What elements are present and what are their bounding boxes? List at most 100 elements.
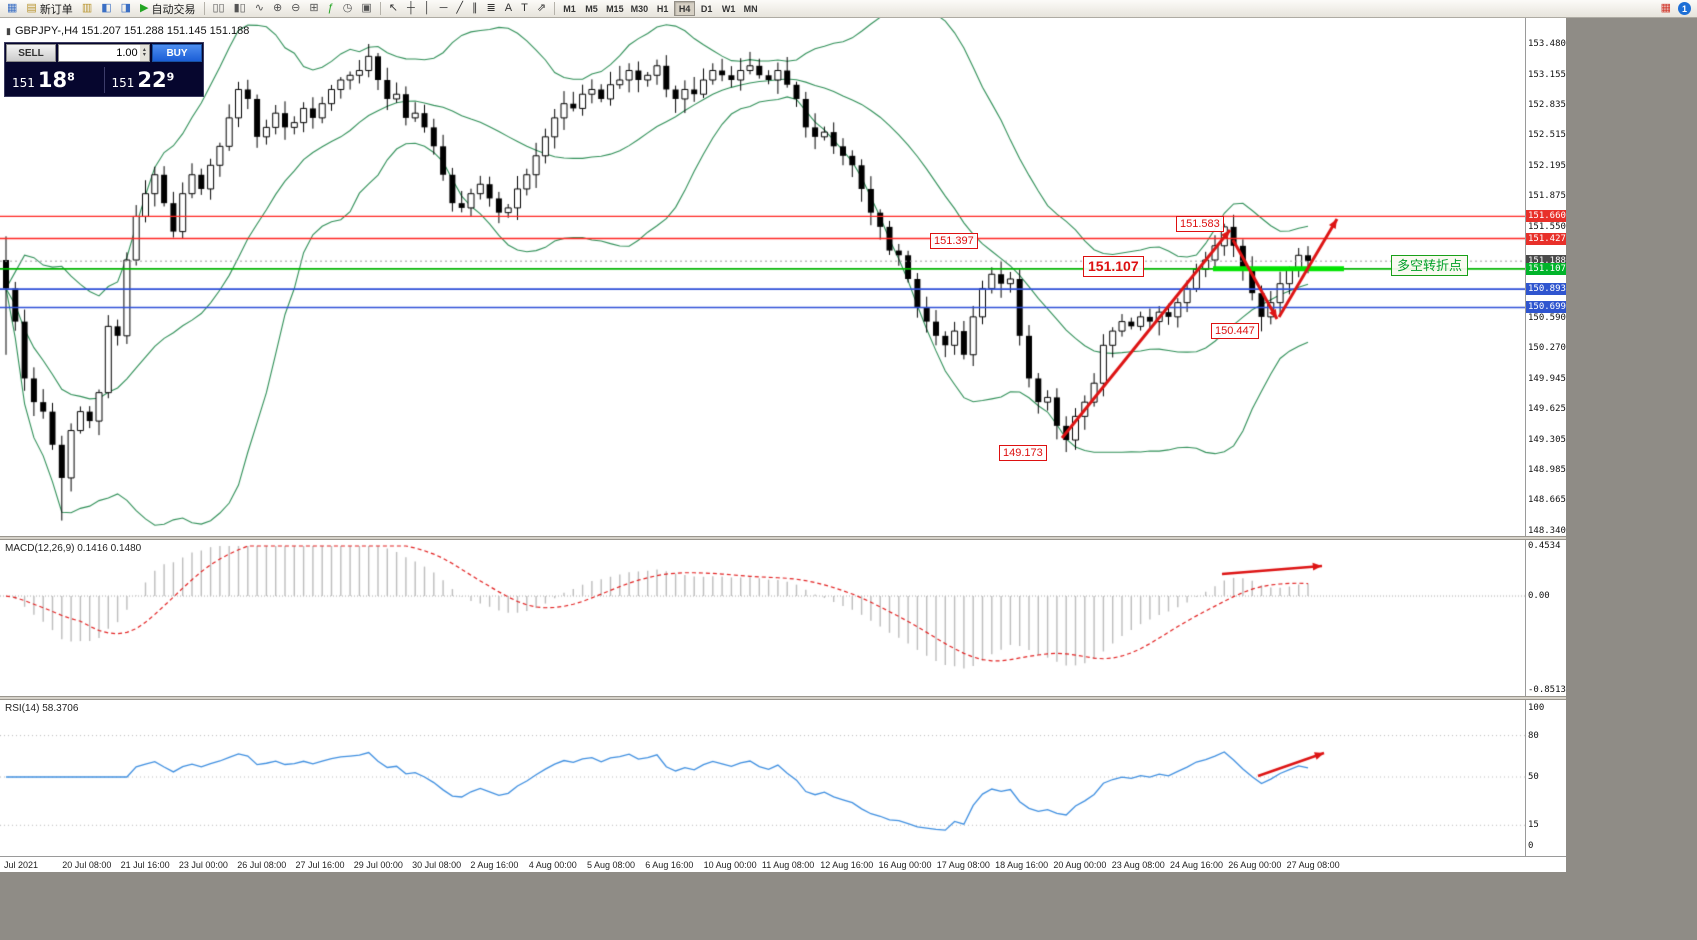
notification-badge[interactable]: 1 bbox=[1678, 2, 1691, 15]
crosshair-button[interactable]: ┼ bbox=[403, 0, 419, 18]
price-axis[interactable]: 153.480 153.155 152.835 152.515 152.195 151.8… bbox=[1525, 18, 1566, 536]
toolbar-group-right: ▦ bbox=[1657, 0, 1675, 18]
price-tick-label: 151.550 bbox=[1528, 221, 1566, 232]
rsi-axis[interactable]: 100 80 50 15 0 bbox=[1525, 700, 1566, 856]
time-tick-label: 20 Jul 08:00 bbox=[62, 860, 112, 870]
periods-glyph: ◷ bbox=[342, 2, 353, 14]
buy-button[interactable]: BUY bbox=[152, 44, 202, 62]
pane-separator[interactable] bbox=[0, 536, 1566, 540]
chart-window: ▮ GBPJPY-,H4 151.207 151.288 151.145 151… bbox=[0, 18, 1566, 872]
macd-axis[interactable]: 0.4534 0.00 -0.8513 bbox=[1525, 540, 1566, 696]
periods-button[interactable]: ◷ bbox=[339, 0, 357, 18]
timeframe-m15-button[interactable]: M15 bbox=[603, 1, 627, 16]
zoom-in-button[interactable]: ⊕ bbox=[269, 0, 286, 18]
bar-chart-glyph: ▯▯ bbox=[212, 2, 225, 14]
vline-glyph: │ bbox=[423, 2, 431, 14]
auto-trading-button[interactable]: ▶ 自动交易 bbox=[136, 0, 199, 18]
timeframe-w1-button[interactable]: W1 bbox=[718, 1, 739, 16]
chart-type-icon: ▮ bbox=[6, 25, 11, 36]
price-tag: 151.427 bbox=[1526, 232, 1566, 245]
timeframe-switcher: M1 M5 M15 M30 H1 H4 D1 W1 MN bbox=[559, 1, 761, 16]
macd-pane: MACD(12,26,9) 0.1416 0.1480 0.4534 0.00 -0… bbox=[0, 540, 1566, 696]
market-watch-icon[interactable]: ◧ bbox=[97, 0, 115, 18]
time-tick-label: 5 Aug 08:00 bbox=[587, 860, 636, 870]
candlestick-chart-button[interactable]: ▮▯ bbox=[230, 0, 250, 18]
volume-up-icon[interactable]: ▴ bbox=[142, 47, 146, 53]
pane-separator[interactable] bbox=[0, 696, 1566, 700]
alert-icon[interactable]: ▦ bbox=[1657, 0, 1675, 18]
volume-input[interactable] bbox=[59, 45, 140, 61]
indicators-button[interactable]: ƒ bbox=[324, 0, 338, 18]
channel-glyph: ∥ bbox=[472, 2, 478, 14]
volume-spinner: ▴ ▾ bbox=[139, 45, 149, 61]
rsi-tick-label: 100 bbox=[1528, 703, 1545, 713]
vline-button[interactable]: │ bbox=[420, 0, 435, 18]
arrows-button[interactable]: ⇗ bbox=[533, 0, 550, 18]
price-tag: 151.107 bbox=[1526, 262, 1566, 275]
hline-glyph: ─ bbox=[439, 2, 448, 14]
sell-price[interactable]: 151 188 bbox=[5, 68, 104, 92]
fibo-button[interactable]: ≣ bbox=[483, 0, 500, 18]
price-tick-label: 149.625 bbox=[1528, 404, 1566, 415]
time-axis[interactable]: Jul 2021 20 Jul 08:00 21 Jul 16:00 23 Jul 0… bbox=[0, 856, 1566, 872]
chart-window-icon-glyph: ▦ bbox=[7, 2, 18, 14]
rsi-canvas[interactable] bbox=[0, 700, 1525, 856]
text-button[interactable]: A bbox=[501, 0, 516, 18]
hline-button[interactable]: ─ bbox=[436, 0, 452, 18]
timeframe-m30-button[interactable]: M30 bbox=[628, 1, 652, 16]
price-annotation[interactable]: 151.583 bbox=[1176, 216, 1224, 232]
chart-window-icon[interactable]: ▦ bbox=[3, 0, 21, 18]
macd-tick-label: -0.8513 bbox=[1528, 685, 1566, 695]
timeframe-m5-button[interactable]: M5 bbox=[581, 1, 602, 16]
price-annotation[interactable]: 151.397 bbox=[930, 233, 978, 249]
volume-down-icon[interactable]: ▾ bbox=[142, 52, 146, 58]
price-tick-label: 150.270 bbox=[1528, 343, 1566, 354]
rsi-tick-label: 80 bbox=[1528, 730, 1539, 741]
chart-profiles-icon[interactable]: ▥ bbox=[78, 0, 96, 18]
price-annotation[interactable]: 多空转折点 bbox=[1391, 255, 1469, 276]
price-divider bbox=[103, 66, 105, 93]
line-chart-button[interactable]: ∿ bbox=[251, 0, 268, 18]
main-chart-canvas[interactable] bbox=[0, 18, 1525, 536]
label-button[interactable]: T bbox=[517, 0, 532, 18]
timeframe-h1-button[interactable]: H1 bbox=[652, 1, 673, 16]
price-annotation[interactable]: 151.107 bbox=[1083, 256, 1144, 277]
price-annotation[interactable]: 149.173 bbox=[999, 445, 1047, 461]
timeframe-mn-button[interactable]: MN bbox=[740, 1, 761, 16]
buy-price-sup: 9 bbox=[166, 70, 175, 84]
zoom-out-glyph: ⊖ bbox=[291, 2, 301, 14]
auto-trading-glyph: ▶ bbox=[140, 2, 149, 14]
time-tick-label: 20 Aug 00:00 bbox=[1053, 860, 1107, 870]
macd-canvas[interactable] bbox=[0, 540, 1525, 696]
channel-button[interactable]: ∥ bbox=[468, 0, 482, 18]
line-chart-glyph: ∿ bbox=[254, 2, 264, 14]
market-watch-icon-glyph: ◧ bbox=[101, 2, 112, 14]
price-tick-label: 151.875 bbox=[1528, 191, 1566, 202]
price-tick-label: 153.480 bbox=[1528, 39, 1566, 49]
fibo-glyph: ≣ bbox=[486, 2, 496, 14]
sell-button[interactable]: SELL bbox=[6, 44, 56, 62]
buy-price-pips: 22 bbox=[137, 67, 167, 92]
price-annotation[interactable]: 150.447 bbox=[1211, 323, 1259, 339]
price-tick-label: 153.155 bbox=[1528, 69, 1566, 80]
bar-chart-button[interactable]: ▯▯ bbox=[209, 0, 229, 18]
cursor-button[interactable]: ↖ bbox=[385, 0, 402, 18]
timeframe-m1-button[interactable]: M1 bbox=[559, 1, 580, 16]
timeframe-h4-button[interactable]: H4 bbox=[674, 1, 696, 16]
zoom-out-button[interactable]: ⊖ bbox=[287, 0, 304, 18]
rsi-pane: RSI(14) 58.3706 100 80 50 15 0 bbox=[0, 700, 1566, 856]
time-tick-label: 29 Jul 00:00 bbox=[353, 860, 403, 870]
new-order-button[interactable]: ▤ 新订单 bbox=[22, 0, 76, 18]
templates-button[interactable]: ▣ bbox=[357, 0, 375, 18]
buy-price[interactable]: 151 229 bbox=[105, 68, 204, 92]
price-tick-label: 148.665 bbox=[1528, 495, 1566, 506]
data-window-icon[interactable]: ◨ bbox=[117, 0, 135, 18]
time-tick-label: 30 Jul 08:00 bbox=[412, 860, 462, 870]
trendline-button[interactable]: ╱ bbox=[452, 0, 467, 18]
timeframe-d1-button[interactable]: D1 bbox=[696, 1, 717, 16]
toolbar-group-chart: ▯▯ ▮▯ ∿ ⊕ ⊖ ⊞ ƒ ◷ ▣ bbox=[209, 0, 376, 18]
text-glyph: A bbox=[504, 2, 513, 14]
sell-price-base: 151 bbox=[12, 75, 35, 90]
tile-windows-button[interactable]: ⊞ bbox=[305, 0, 322, 18]
